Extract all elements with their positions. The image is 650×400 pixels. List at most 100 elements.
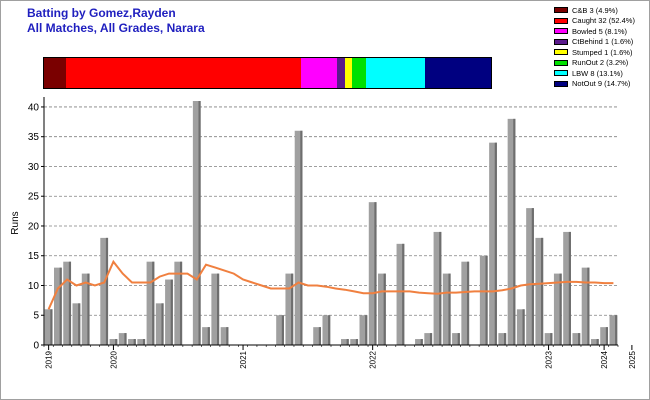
legend-label: Bowled 5 (8.1%): [572, 26, 628, 36]
legend-item: Bowled 5 (8.1%): [554, 26, 635, 37]
y-tick-label: 5: [33, 311, 39, 322]
bar-shade: [198, 101, 201, 345]
year-label: 2025: [628, 350, 637, 368]
bar-shade: [78, 303, 81, 345]
legend-item: C&B 3 (4.9%): [554, 5, 635, 16]
dismissal-segment: [44, 58, 66, 88]
bar: [81, 273, 90, 345]
bar-shade: [328, 315, 331, 345]
y-tick-label: 25: [28, 192, 40, 203]
bar-shade: [550, 333, 553, 345]
bar-shade: [142, 339, 146, 345]
bar-shade: [503, 333, 507, 345]
legend-item: CtBehind 1 (1.6%): [554, 37, 635, 48]
bar: [461, 261, 470, 345]
bar: [72, 303, 81, 345]
bar: [415, 339, 423, 345]
legend-label: Stumped 1 (1.6%): [572, 47, 633, 57]
bar: [276, 315, 284, 345]
dismissal-segment: [337, 58, 345, 88]
bar: [590, 339, 599, 345]
bar: [174, 261, 183, 345]
legend-swatch: [554, 7, 568, 14]
year-label: 2024: [600, 350, 609, 368]
bar-shade: [152, 261, 155, 345]
bar-shade: [494, 142, 497, 345]
legend-swatch: [554, 28, 568, 35]
bar-shade: [420, 339, 423, 345]
legend-swatch: [554, 17, 568, 24]
y-tick-label: 30: [28, 162, 40, 173]
year-label: 2021: [239, 350, 248, 368]
bar-shade: [105, 237, 109, 345]
bar-shade: [207, 327, 210, 345]
dismissal-segment: [366, 58, 425, 88]
bar: [479, 255, 488, 345]
bar-shade: [402, 243, 405, 345]
bar: [572, 333, 581, 345]
bar: [322, 315, 331, 345]
bar-shade: [587, 267, 590, 345]
bar-shade: [596, 339, 599, 345]
legend-swatch: [554, 59, 568, 66]
bar-shade: [170, 279, 173, 345]
bar: [44, 309, 53, 345]
dismissal-legend: C&B 3 (4.9%) Caught 32 (52.4%) Bowled 5 (8…: [554, 5, 635, 89]
bar: [553, 273, 562, 345]
bar-shade: [365, 315, 368, 345]
bar-shade: [133, 339, 136, 345]
bar-shade: [541, 237, 544, 345]
bar: [498, 333, 507, 345]
y-tick-label: 10: [28, 281, 40, 292]
legend-label: CtBehind 1 (1.6%): [572, 37, 634, 47]
dismissal-segment: [65, 58, 302, 88]
bar: [100, 237, 109, 345]
bar-shade: [578, 333, 581, 345]
chart-subtitle: All Matches, All Grades, Narara: [27, 21, 205, 35]
bar: [137, 339, 146, 345]
bar: [442, 273, 451, 345]
bar: [526, 208, 534, 345]
bar-shade: [281, 315, 284, 345]
bar-shade: [383, 273, 386, 345]
y-axis-label: Runs: [10, 211, 21, 234]
bar: [63, 261, 72, 345]
legend-swatch: [554, 38, 568, 45]
y-tick-label: 0: [33, 341, 39, 352]
bar-shade: [59, 267, 62, 345]
bar: [155, 303, 164, 345]
bar: [368, 202, 377, 345]
bar: [600, 327, 609, 345]
bar: [452, 333, 460, 345]
bar: [118, 333, 127, 345]
dismissal-segment: [351, 58, 367, 88]
bar-shade: [513, 118, 516, 345]
bar-shade: [161, 303, 164, 345]
bar: [109, 339, 118, 345]
bar: [489, 142, 497, 345]
bar: [544, 333, 553, 345]
bar-shade: [318, 327, 322, 345]
legend-label: Caught 32 (52.4%): [572, 16, 635, 26]
bar-shade: [466, 261, 470, 345]
legend-swatch: [554, 49, 568, 56]
bar-shade: [355, 339, 359, 345]
bar-shade: [87, 273, 90, 345]
bar-shade: [50, 309, 53, 345]
bar-shade: [68, 261, 72, 345]
bar-shade: [605, 327, 609, 345]
bar: [563, 231, 571, 345]
bar-shade: [226, 327, 229, 345]
legend-swatch: [554, 80, 568, 87]
y-tick-label: 15: [28, 251, 40, 262]
legend-item: LBW 8 (13.1%): [554, 68, 635, 79]
y-tick-label: 40: [28, 102, 40, 113]
bar: [165, 279, 173, 345]
dismissal-segment: [301, 58, 338, 88]
bar-shade: [115, 339, 118, 345]
bar: [433, 231, 442, 345]
dismissal-segment: [344, 58, 352, 88]
bar-shade: [448, 273, 451, 345]
